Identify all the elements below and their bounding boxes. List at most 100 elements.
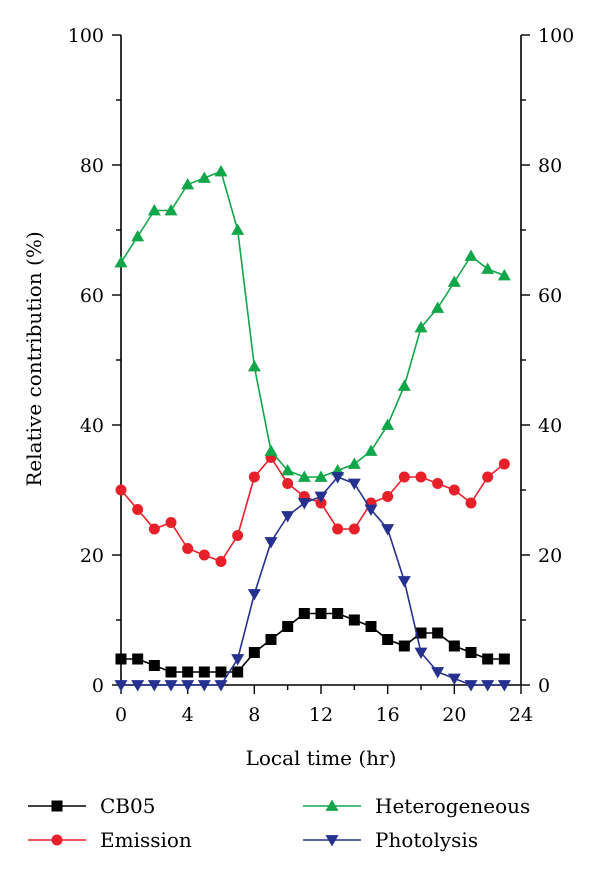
data-point-emission xyxy=(215,556,227,567)
data-point-emission xyxy=(398,471,410,483)
left-y-tick-label: 60 xyxy=(80,285,104,307)
legend-label-heterogeneous: Heterogeneous xyxy=(375,794,530,818)
data-point-emission xyxy=(198,549,210,561)
data-point-cb05 xyxy=(348,614,360,626)
axes xyxy=(120,35,522,686)
series-cb05 xyxy=(115,608,510,678)
left-y-tick-label: 80 xyxy=(80,155,104,177)
data-point-heterogeneous xyxy=(414,321,428,333)
data-point-photolysis xyxy=(247,589,261,601)
data-point-heterogeneous xyxy=(481,262,495,274)
data-point-heterogeneous xyxy=(397,379,411,391)
right-y-tick-label: 0 xyxy=(538,675,550,697)
data-point-heterogeneous xyxy=(364,444,378,456)
x-tick-label: 8 xyxy=(248,704,260,726)
data-point-photolysis xyxy=(447,673,461,685)
legend-marker-heterogeneous xyxy=(325,799,339,811)
data-point-cb05 xyxy=(115,653,127,665)
data-point-cb05 xyxy=(265,634,277,645)
series-emission xyxy=(115,452,510,567)
x-axis-title: Local time (hr) xyxy=(246,746,397,770)
data-point-heterogeneous xyxy=(231,223,245,235)
data-point-cb05 xyxy=(198,666,210,678)
data-point-photolysis xyxy=(481,680,495,692)
data-point-heterogeneous xyxy=(131,230,145,242)
legend-marker-photolysis xyxy=(325,835,339,847)
data-point-emission xyxy=(465,497,477,509)
data-point-cb05 xyxy=(232,666,244,678)
data-point-heterogeneous xyxy=(147,204,161,216)
data-point-photolysis xyxy=(214,680,228,692)
data-point-photolysis xyxy=(181,680,195,692)
data-point-photolysis xyxy=(131,680,145,692)
data-point-heterogeneous xyxy=(447,275,461,287)
x-tick-label: 0 xyxy=(115,704,127,726)
data-point-cb05 xyxy=(415,627,427,639)
series-line-heterogeneous xyxy=(120,170,505,478)
y-axis-title: Relative contribution (%) xyxy=(22,231,46,486)
data-point-photolysis xyxy=(197,680,211,692)
data-point-cb05 xyxy=(298,608,310,619)
data-point-cb05 xyxy=(432,627,444,639)
data-point-heterogeneous xyxy=(381,418,395,430)
data-point-heterogeneous xyxy=(247,360,261,372)
x-tick-label: 24 xyxy=(509,704,533,726)
data-point-heterogeneous xyxy=(347,457,361,469)
right-y-tick-label: 40 xyxy=(538,415,562,437)
data-point-heterogeneous xyxy=(264,444,278,456)
data-point-photolysis xyxy=(497,680,511,692)
data-point-emission xyxy=(165,517,177,528)
legend-item-cb05: CB05 xyxy=(28,794,155,818)
data-point-emission xyxy=(115,484,127,496)
data-point-heterogeneous xyxy=(214,165,228,177)
series-photolysis xyxy=(114,472,511,692)
data-point-heterogeneous xyxy=(281,464,295,476)
data-point-cb05 xyxy=(132,653,144,665)
data-point-emission xyxy=(282,478,294,489)
data-point-photolysis xyxy=(364,504,378,516)
x-tick-label: 20 xyxy=(442,704,466,726)
data-point-photolysis xyxy=(264,537,278,549)
data-point-heterogeneous xyxy=(497,269,511,281)
legend-item-photolysis: Photolysis xyxy=(303,828,478,852)
x-tick-label: 16 xyxy=(376,704,400,726)
data-point-emission xyxy=(482,471,494,483)
legend: CB05 Emission Heterogeneous Photolysis xyxy=(28,794,530,852)
data-point-emission xyxy=(432,478,444,489)
data-point-cb05 xyxy=(282,621,294,632)
data-point-photolysis xyxy=(464,680,478,692)
legend-label-emission: Emission xyxy=(100,828,192,852)
data-point-heterogeneous xyxy=(114,256,128,268)
x-tick-label: 4 xyxy=(182,704,194,726)
series-line-cb05 xyxy=(121,612,505,673)
legend-marker-cb05 xyxy=(51,800,63,812)
data-point-emission xyxy=(182,543,194,554)
data-point-photolysis xyxy=(397,576,411,588)
data-point-heterogeneous xyxy=(314,470,328,482)
data-point-photolysis xyxy=(164,680,178,692)
legend-item-emission: Emission xyxy=(28,828,192,852)
legend-label-photolysis: Photolysis xyxy=(375,828,478,852)
series-heterogeneous xyxy=(114,165,511,482)
data-point-cb05 xyxy=(398,640,410,652)
legend-marker-emission xyxy=(51,834,63,846)
series-line-photolysis xyxy=(121,476,505,686)
data-point-emission xyxy=(382,491,394,502)
data-point-heterogeneous xyxy=(464,249,478,261)
data-point-photolysis xyxy=(381,524,395,536)
data-point-emission xyxy=(248,471,260,483)
data-point-emission xyxy=(332,523,344,535)
legend-label-cb05: CB05 xyxy=(100,794,155,818)
data-point-heterogeneous xyxy=(164,204,178,216)
data-point-photolysis xyxy=(314,491,328,503)
data-point-cb05 xyxy=(498,653,510,665)
data-point-photolysis xyxy=(347,478,361,490)
x-tick-label: 12 xyxy=(309,704,333,726)
data-point-heterogeneous xyxy=(431,301,445,313)
right-y-tick-label: 80 xyxy=(538,155,562,177)
data-point-emission xyxy=(348,523,360,535)
data-point-photolysis xyxy=(331,472,345,484)
data-point-photolysis xyxy=(231,654,245,666)
